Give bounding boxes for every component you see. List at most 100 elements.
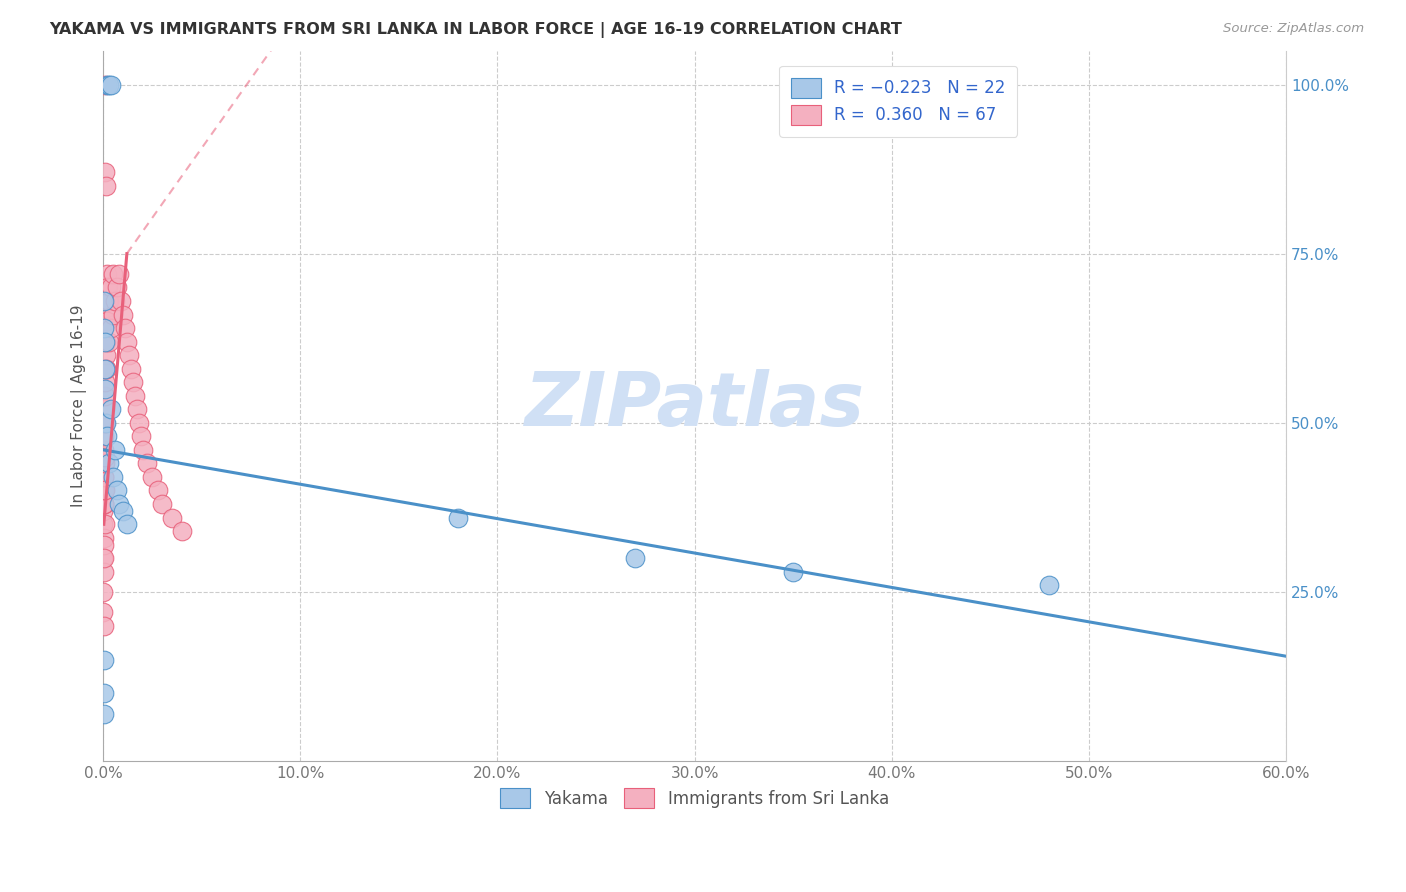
Point xyxy=(150,497,173,511)
Point xyxy=(101,470,124,484)
Point xyxy=(110,293,132,308)
Point xyxy=(115,334,138,349)
Point xyxy=(96,280,118,294)
Point xyxy=(94,348,117,362)
Point xyxy=(93,706,115,721)
Point xyxy=(624,551,647,566)
Point xyxy=(108,497,131,511)
Point xyxy=(93,429,115,443)
Point xyxy=(98,456,121,470)
Point xyxy=(135,456,157,470)
Point xyxy=(93,483,115,498)
Point xyxy=(120,361,142,376)
Point xyxy=(94,334,117,349)
Point xyxy=(93,456,115,470)
Point xyxy=(93,470,115,484)
Point xyxy=(94,165,117,179)
Point xyxy=(124,389,146,403)
Point xyxy=(94,334,117,349)
Text: Source: ZipAtlas.com: Source: ZipAtlas.com xyxy=(1223,22,1364,36)
Text: YAKAMA VS IMMIGRANTS FROM SRI LANKA IN LABOR FORCE | AGE 16-19 CORRELATION CHART: YAKAMA VS IMMIGRANTS FROM SRI LANKA IN L… xyxy=(49,22,903,38)
Point xyxy=(93,470,115,484)
Point xyxy=(96,416,118,430)
Point xyxy=(96,314,118,328)
Text: ZIPatlas: ZIPatlas xyxy=(524,369,865,442)
Point xyxy=(131,442,153,457)
Point xyxy=(100,321,122,335)
Point xyxy=(170,524,193,538)
Point xyxy=(98,78,121,92)
Point xyxy=(121,375,143,389)
Point xyxy=(104,442,127,457)
Point xyxy=(93,531,115,545)
Point xyxy=(93,504,115,518)
Point xyxy=(93,456,115,470)
Point xyxy=(93,293,115,308)
Point xyxy=(115,517,138,532)
Point xyxy=(108,267,131,281)
Point xyxy=(94,389,117,403)
Legend: Yakama, Immigrants from Sri Lanka: Yakama, Immigrants from Sri Lanka xyxy=(492,780,897,817)
Point xyxy=(93,619,115,633)
Point xyxy=(782,565,804,579)
Point xyxy=(96,267,118,281)
Point xyxy=(93,497,115,511)
Point xyxy=(100,402,122,417)
Point xyxy=(97,280,120,294)
Point xyxy=(93,497,115,511)
Point xyxy=(100,280,122,294)
Point xyxy=(141,470,163,484)
Point xyxy=(93,605,115,619)
Point xyxy=(148,483,170,498)
Point xyxy=(129,429,152,443)
Point xyxy=(94,416,117,430)
Point xyxy=(94,483,117,498)
Point xyxy=(94,382,117,396)
Point xyxy=(114,321,136,335)
Point xyxy=(96,78,118,92)
Point xyxy=(98,293,121,308)
Point xyxy=(94,517,117,532)
Point xyxy=(93,442,115,457)
Point xyxy=(160,510,183,524)
Point xyxy=(96,301,118,315)
Point xyxy=(105,280,128,294)
Point xyxy=(96,293,118,308)
Point xyxy=(447,510,470,524)
Point xyxy=(93,497,115,511)
Point xyxy=(93,416,115,430)
Point xyxy=(111,308,134,322)
Point xyxy=(125,402,148,417)
Point xyxy=(93,517,115,532)
Point xyxy=(93,585,115,599)
Point xyxy=(101,308,124,322)
Point xyxy=(104,293,127,308)
Point xyxy=(94,375,117,389)
Point xyxy=(93,652,115,666)
Point xyxy=(96,361,118,376)
Point xyxy=(94,361,117,376)
Point xyxy=(94,179,117,194)
Point xyxy=(96,429,118,443)
Point xyxy=(96,314,118,328)
Point xyxy=(128,416,150,430)
Point xyxy=(94,361,117,376)
Point xyxy=(94,402,117,417)
Point xyxy=(98,334,121,349)
Y-axis label: In Labor Force | Age 16-19: In Labor Force | Age 16-19 xyxy=(72,305,87,508)
Point xyxy=(1038,578,1060,592)
Point xyxy=(94,450,117,464)
Point xyxy=(105,483,128,498)
Point xyxy=(118,348,141,362)
Point xyxy=(100,78,122,92)
Point xyxy=(93,538,115,552)
Point xyxy=(101,267,124,281)
Point xyxy=(111,504,134,518)
Point xyxy=(93,686,115,700)
Point xyxy=(93,483,115,498)
Point xyxy=(93,551,115,566)
Point xyxy=(93,321,115,335)
Point xyxy=(93,551,115,566)
Point xyxy=(93,565,115,579)
Point xyxy=(94,78,117,92)
